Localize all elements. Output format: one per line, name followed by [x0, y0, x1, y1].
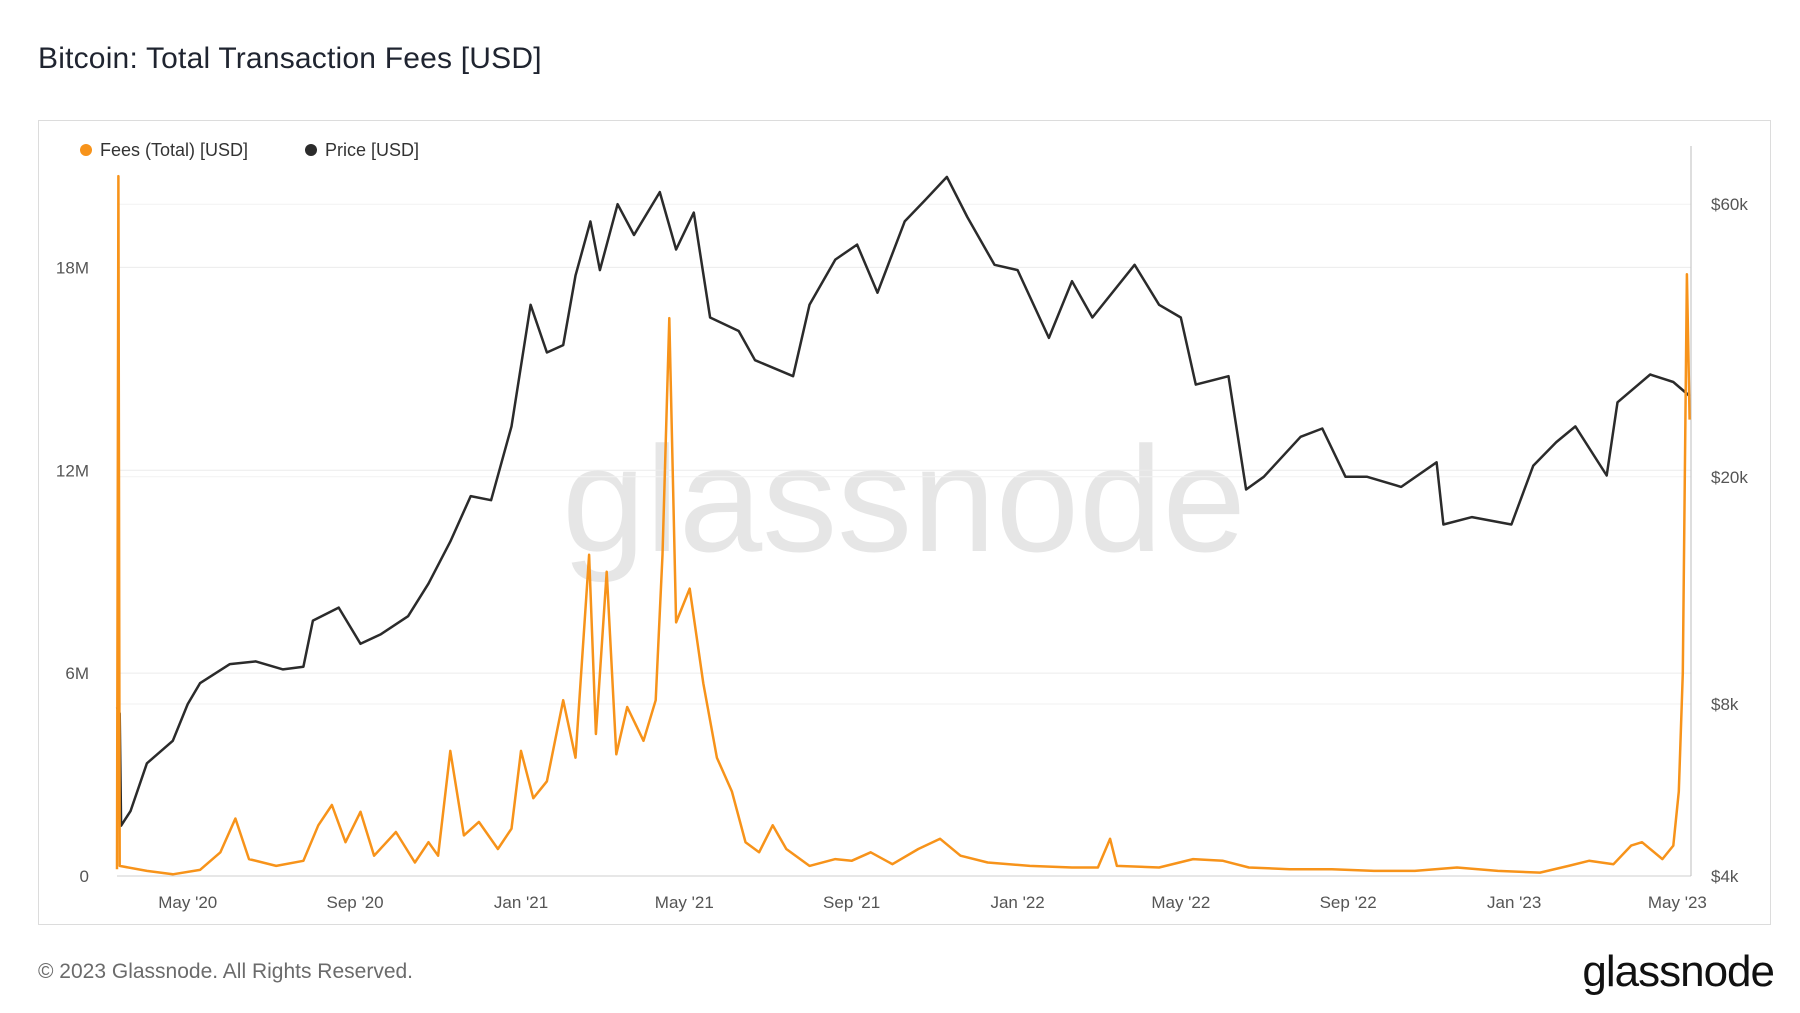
chart-svg: glassnode 0 6M 12M 18M $4k $8k $20k $60k May '20 S…	[56, 146, 1748, 912]
x-tick-label: Jan '21	[494, 893, 548, 912]
x-tick-label: May '22	[1151, 893, 1210, 912]
y-left-tick-label: 18M	[56, 258, 89, 277]
series-line-fees	[115, 174, 1691, 876]
y-left-tick-label: 6M	[65, 664, 89, 683]
y-right-tick-label: $60k	[1711, 195, 1748, 214]
legend-item-fees[interactable]: Fees (Total) [USD]	[80, 138, 248, 162]
x-tick-label: Jan '22	[990, 893, 1044, 912]
x-tick-label: May '23	[1648, 893, 1707, 912]
y-right-tick-label: $8k	[1711, 695, 1739, 714]
chart-frame: glassnode 0 6M 12M 18M $4k $8k $20k $60k May '20 S…	[38, 120, 1771, 925]
series-line-price	[115, 175, 1691, 827]
y-right-tick-label: $20k	[1711, 468, 1748, 487]
page-title: Bitcoin: Total Transaction Fees [USD]	[38, 42, 542, 75]
legend-dot-fees	[80, 144, 92, 156]
legend-item-price[interactable]: Price [USD]	[305, 138, 419, 162]
legend-label-price: Price [USD]	[325, 139, 420, 160]
y-left-tick-label: 0	[80, 867, 89, 886]
y-right-tick-label: $4k	[1711, 867, 1739, 886]
x-tick-label: Sep '20	[327, 893, 384, 912]
copyright-text: © 2023 Glassnode. All Rights Reserved.	[38, 960, 414, 983]
x-tick-label: Sep '22	[1320, 893, 1377, 912]
glassnode-logo[interactable]: glassnode	[1582, 947, 1775, 996]
legend-dot-price	[305, 144, 317, 156]
x-tick-label: May '21	[655, 893, 714, 912]
watermark-text: glassnode	[562, 415, 1246, 583]
y-left-tick-label: 12M	[56, 461, 89, 480]
x-tick-label: Sep '21	[823, 893, 880, 912]
legend-label-fees: Fees (Total) [USD]	[100, 139, 249, 160]
x-tick-label: May '20	[158, 893, 217, 912]
x-tick-label: Jan '23	[1487, 893, 1541, 912]
